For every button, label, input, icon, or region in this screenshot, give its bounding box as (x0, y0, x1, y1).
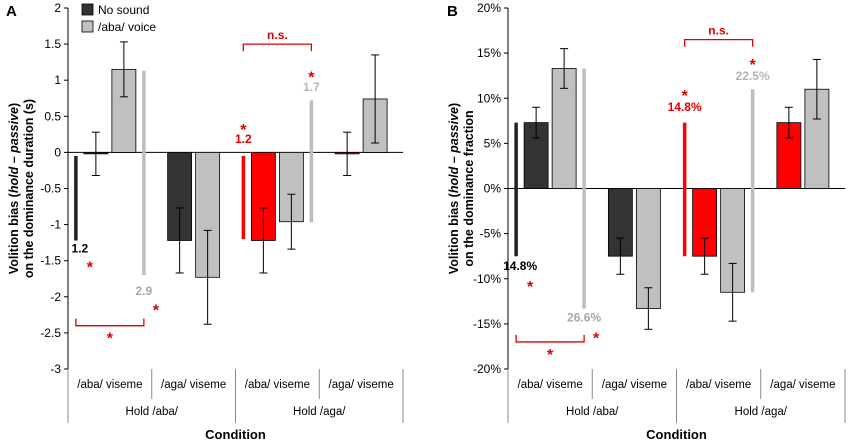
y-tick-label: 20% (477, 1, 501, 15)
bracket-star: * (547, 347, 554, 364)
y-tick-label: -20% (473, 362, 501, 376)
significance-star: * (527, 279, 534, 296)
x-axis-label: Condition (646, 427, 707, 441)
bracket-star: * (107, 331, 114, 348)
significance-star: * (308, 69, 315, 86)
y-axis-label-line2: on the dominance duration (s) (22, 99, 36, 278)
y-axis-label-part: Volition bias ( (7, 192, 21, 274)
difference-label: 2.9 (136, 284, 153, 298)
category-label: /aba/ viseme (686, 379, 751, 391)
y-tick-label: 15% (477, 46, 501, 60)
y-tick-label: 0% (484, 182, 502, 196)
y-axis-label-part: – (7, 153, 21, 167)
panel-label-A: A (6, 3, 17, 20)
y-tick-label: 0 (54, 145, 61, 159)
legend-label-voice: /aba/ voice (98, 20, 156, 34)
category-label: /aba/ viseme (245, 379, 310, 391)
significance-star: * (153, 303, 160, 320)
y-tick-label: -3 (50, 362, 61, 376)
difference-label: 26.6% (567, 311, 601, 325)
y-axis-label-part: Volition bias ( (447, 192, 461, 274)
y-tick-label: -0.5 (40, 182, 61, 196)
legend-swatch-voice (81, 20, 94, 33)
y-tick-label: -2 (50, 290, 61, 304)
significance-star: * (87, 259, 94, 276)
difference-label: 1.7 (303, 80, 320, 94)
y-axis-label: Volition bias (hold – passive) (447, 103, 461, 274)
group-label: Hold /aba/ (566, 406, 619, 418)
group-label: Hold /aga/ (735, 406, 788, 418)
category-label: /aga/ viseme (329, 379, 394, 391)
category-label: /aba/ viseme (77, 379, 142, 391)
y-axis-label-part: ) (447, 103, 461, 107)
y-tick-label: -1.5 (40, 254, 61, 268)
y-tick-label: -5% (480, 227, 502, 241)
y-axis-label-part: – (447, 153, 461, 167)
y-tick-label: -1 (50, 218, 61, 232)
group-label: Hold /aba/ (126, 406, 179, 418)
difference-label: 22.5% (736, 69, 770, 83)
legend-label-no-sound: No sound (98, 3, 149, 17)
significance-star: * (240, 122, 247, 139)
y-tick-label: -15% (473, 317, 501, 331)
significance-bracket (683, 38, 754, 47)
y-tick-label: 1.5 (44, 37, 61, 51)
y-axis-label-part: hold (7, 166, 21, 193)
y-tick-label: -10% (473, 272, 501, 286)
legend-swatch-no-sound (81, 3, 94, 16)
significance-bracket (515, 334, 585, 343)
y-axis-label-part: passive (7, 107, 21, 154)
y-axis-label-line2: on the dominance fraction (462, 110, 476, 266)
bracket-ns-label: n.s. (708, 24, 729, 38)
category-label: /aga/ viseme (602, 379, 667, 391)
significance-bracket (75, 318, 145, 327)
difference-label: 1.2 (72, 241, 89, 255)
y-tick-label: 2 (54, 1, 61, 15)
y-axis-label: Volition bias (hold – passive) (7, 103, 21, 274)
y-axis-label-part: hold (447, 166, 461, 193)
y-tick-label: 5% (484, 136, 502, 150)
bracket-ns-label: n.s. (267, 28, 288, 42)
category-label: /aba/ viseme (518, 379, 583, 391)
y-tick-label: 1 (54, 73, 61, 87)
difference-label: 14.8% (668, 100, 702, 114)
category-label: /aga/ viseme (770, 379, 835, 391)
y-axis-label-part: ) (7, 103, 21, 107)
x-axis-label: Condition (205, 427, 266, 441)
difference-label: 1.2 (235, 132, 252, 146)
significance-star: * (682, 88, 689, 105)
significance-star: * (593, 331, 600, 348)
y-axis-label-part: passive (447, 107, 461, 154)
significance-bracket (242, 43, 313, 52)
y-tick-label: 10% (477, 91, 501, 105)
panel-label-B: B (447, 3, 458, 20)
group-label: Hold /aga/ (293, 406, 346, 418)
category-label: /aga/ viseme (161, 379, 226, 391)
y-tick-label: 0.5 (44, 109, 61, 123)
y-tick-label: -2.5 (40, 326, 61, 340)
difference-label: 14.8% (503, 259, 537, 273)
significance-star: * (750, 57, 757, 74)
